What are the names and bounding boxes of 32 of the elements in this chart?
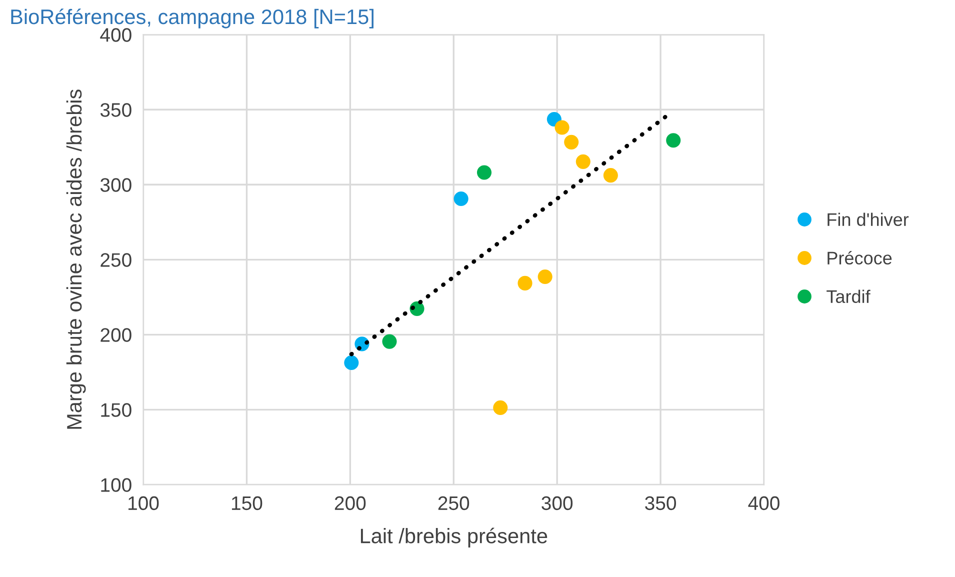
- point: [454, 191, 468, 206]
- legend-label: Fin d'hiver: [828, 212, 909, 226]
- y-axis-title: Marge brute ovine avec aides /brebis: [66, 90, 86, 429]
- y-tick-label: 250: [100, 253, 132, 267]
- y-tick-label: 400: [100, 28, 132, 42]
- y-tick-label: 350: [100, 103, 132, 117]
- chart-title: BioRéférences, campagne 2018 [N=15]: [11, 8, 374, 28]
- x-tick-label: 400: [748, 496, 780, 510]
- y-tick-label: 300: [100, 178, 132, 192]
- legend-label: Précoce: [828, 251, 892, 264]
- point: [603, 168, 618, 183]
- x-tick-label: 100: [128, 496, 159, 510]
- x-tick-label: 200: [334, 496, 366, 510]
- x-tick-label: 300: [542, 496, 573, 510]
- point: [476, 165, 492, 180]
- legend-label: Tardif: [826, 290, 870, 303]
- point: [493, 400, 508, 416]
- point: [538, 269, 552, 284]
- y-tick-label: 100: [101, 478, 132, 492]
- point: [382, 334, 397, 349]
- point: [518, 276, 532, 290]
- point: [344, 355, 359, 370]
- x-axis-title: Lait /brebis présente: [360, 528, 548, 548]
- x-tick-label: 250: [438, 496, 470, 510]
- y-tick-label: 200: [100, 328, 132, 342]
- point: [576, 154, 590, 169]
- x-tick-label: 350: [645, 496, 676, 510]
- point: [564, 134, 579, 150]
- y-tick-label: 150: [101, 403, 132, 417]
- point: [554, 120, 570, 135]
- x-tick-label: 150: [232, 496, 262, 510]
- point: [666, 133, 681, 148]
